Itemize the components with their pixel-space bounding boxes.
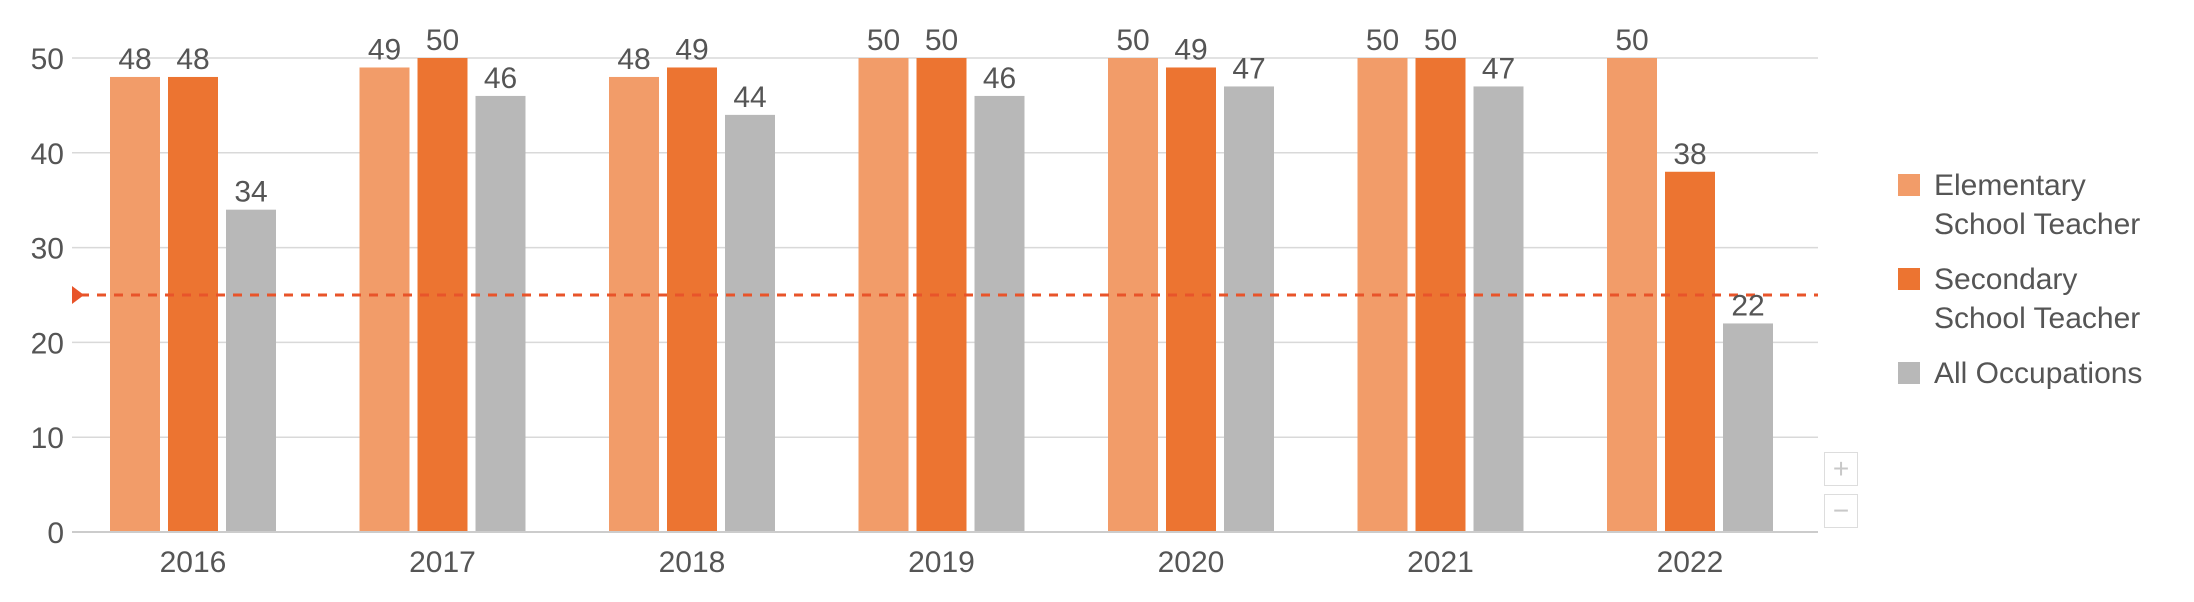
bar [1665,171,1715,532]
data-label: 50 [1366,24,1399,57]
data-label: 44 [733,81,766,114]
bar [359,67,410,532]
data-label: 47 [1232,52,1265,85]
data-label: 48 [617,43,650,76]
bar [1357,58,1408,532]
legend-label: Secondary School Teacher [1934,260,2140,338]
bar [609,76,659,533]
y-tick-label: 50 [31,43,64,76]
legend-swatch [1898,362,1920,384]
legend-label-line: Elementary [1934,169,2086,202]
data-label: 49 [368,33,401,66]
data-label: 48 [176,43,209,76]
x-tick-label: 2017 [409,546,476,579]
data-label: 50 [1615,24,1648,57]
y-tick-label: 30 [31,233,64,266]
x-tick-label: 2019 [908,546,975,579]
legend-item[interactable]: Elementary School Teacher [1898,166,2188,244]
data-label: 50 [1424,24,1457,57]
x-tick-label: 2016 [160,546,227,579]
data-label: 46 [484,62,517,95]
reference-line-group [72,286,1818,304]
x-tick-label: 2022 [1657,546,1724,579]
data-label: 34 [234,176,267,209]
data-label: 38 [1673,138,1706,171]
data-labels: 48 48 34 49 50 46 48 49 44 50 50 46 50 49 47 50 50 47 50 38… [118,24,1764,322]
legend-item[interactable]: All Occupations [1898,354,2188,393]
bar [916,58,967,532]
data-label: 50 [1116,24,1149,57]
bar [226,209,276,532]
bar [110,76,160,533]
y-tick-label: 10 [31,422,64,455]
legend-label-line: Secondary [1934,263,2078,296]
data-label: 50 [867,24,900,57]
bar [1473,86,1524,532]
data-label: 50 [426,24,459,57]
data-label: 22 [1731,289,1764,322]
legend-label-line: School Teacher [1934,302,2141,335]
bar [974,95,1025,533]
legend: Elementary School Teacher Secondary School … [1898,166,2188,409]
bar [475,95,526,533]
y-tick-label: 40 [31,138,64,171]
legend-swatch [1898,268,1920,290]
zoom-out-button[interactable]: − [1824,494,1858,528]
axes: 0 10 20 30 40 50 2016 2017 2018 2019 2020 2021 2022 [31,43,1818,579]
legend-label-line: All Occupations [1934,357,2143,390]
legend-item[interactable]: Secondary School Teacher [1898,260,2188,338]
data-label: 48 [118,43,151,76]
bars [110,58,1773,533]
x-tick-label: 2020 [1158,546,1225,579]
bar [1224,86,1274,532]
reference-marker [72,286,84,304]
y-tick-label: 0 [47,517,64,550]
zoom-in-button[interactable]: + [1824,452,1858,486]
bar [168,76,218,533]
bar [1108,58,1158,532]
data-label: 49 [675,33,708,66]
data-label: 50 [925,24,958,57]
bar [1723,323,1773,532]
data-label: 46 [983,62,1016,95]
legend-swatch [1898,174,1920,196]
y-tick-label: 20 [31,327,64,360]
bar [1166,67,1216,532]
legend-label: All Occupations [1934,354,2142,393]
x-tick-label: 2018 [659,546,726,579]
legend-label: Elementary School Teacher [1934,166,2140,244]
bar [667,67,717,532]
legend-label-line: School Teacher [1934,208,2141,241]
bar [725,114,775,532]
x-tick-label: 2021 [1407,546,1474,579]
data-label: 47 [1482,52,1515,85]
data-label: 49 [1174,33,1207,66]
